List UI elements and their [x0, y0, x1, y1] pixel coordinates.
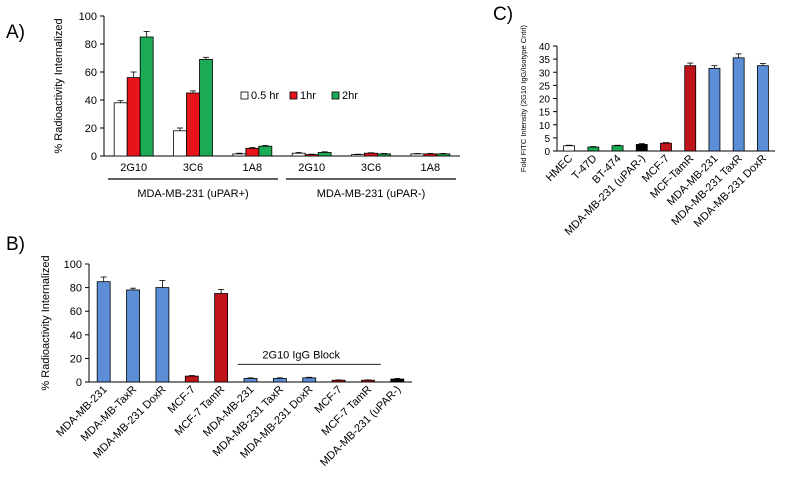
a-legend-label-2: 2hr — [342, 90, 358, 102]
c-bar-1 — [587, 146, 600, 152]
b-y-tick-label-1: 20 — [70, 353, 82, 365]
chart-b: 0 20 40 60 80 100 % Radioactivity Internalized… — [40, 255, 412, 469]
a-bar-4-2 — [377, 153, 391, 157]
a-bar-4-0 — [351, 154, 365, 157]
b-bar-1 — [126, 289, 140, 383]
b-x-tick-label-0: MDA-MB-231 — [54, 384, 110, 440]
c-y-tick-label-8: 40 — [539, 42, 551, 53]
a-y-tick-label-3: 60 — [85, 67, 97, 79]
a-y-axis-label: % Radioactivity Internalized — [53, 18, 65, 153]
a-x-tick-label-4: 3C6 — [361, 162, 381, 174]
c-bar-3 — [635, 144, 648, 152]
a-legend-swatch-1 — [289, 91, 298, 100]
b-bar-0 — [96, 281, 111, 383]
c-bar-6 — [708, 67, 721, 152]
c-bar-7 — [732, 57, 745, 152]
chart-a: 0 20 40 60 80 100 % Radioactivity Internalized… — [53, 11, 460, 200]
a-group-label-0: MDA-MB-231 (uPAR+) — [137, 188, 248, 200]
b-y-tick-label-4: 80 — [70, 283, 82, 295]
c-y-tick-label-3: 15 — [539, 108, 551, 119]
b-bar-2 — [155, 287, 170, 383]
chart-c: 0 5 10 15 20 25 30 35 40 Fold FITC Intensity (2G1… — [519, 24, 775, 238]
a-bar-3-1 — [304, 154, 319, 157]
b-block-label: 2G10 IgG Block — [262, 349, 340, 361]
a-bar-1-2 — [199, 59, 213, 157]
c-y-tick-label-0: 0 — [544, 147, 550, 158]
b-y-tick-label-2: 40 — [70, 330, 82, 342]
a-group-label-1: MDA-MB-231 (uPAR-) — [317, 188, 426, 200]
c-bar-8 — [756, 65, 769, 152]
b-bar-8 — [331, 379, 346, 383]
a-bar-1-1 — [186, 92, 200, 157]
b-y-axis-label: % Radioactivity Internalized — [40, 255, 52, 390]
panel-label-a: A) — [6, 22, 25, 43]
a-bar-0-1 — [126, 77, 141, 157]
a-y-tick-label-2: 40 — [85, 95, 97, 107]
a-bar-3-2 — [317, 152, 332, 157]
c-y-tick-label-1: 5 — [544, 134, 550, 145]
a-bar-4-1 — [364, 152, 378, 157]
a-legend-label-1: 1hr — [300, 90, 316, 102]
a-bar-2-0 — [232, 153, 247, 157]
a-legend-label-0: 0.5 hr — [251, 90, 279, 102]
a-bar-2-2 — [258, 145, 273, 157]
b-bar-9 — [361, 379, 375, 383]
b-y-tick-label-3: 60 — [70, 306, 82, 318]
c-y-tick-label-7: 35 — [539, 55, 551, 66]
c-bar-2 — [611, 145, 624, 152]
b-bar-10 — [390, 378, 405, 383]
a-bar-0-2 — [139, 36, 154, 157]
panel-label-c: C) — [493, 4, 513, 25]
a-bar-0-0 — [113, 102, 128, 157]
a-y-tick-label-1: 20 — [85, 123, 97, 135]
a-bar-5-0 — [410, 153, 425, 157]
a-y-tick-label-4: 80 — [85, 39, 97, 51]
a-y-tick-label-5: 100 — [79, 11, 97, 23]
c-y-tick-label-4: 20 — [539, 95, 551, 106]
a-x-tick-label-2: 1A8 — [243, 162, 263, 174]
b-bar-4 — [214, 293, 229, 383]
a-legend-swatch-0 — [240, 91, 249, 100]
a-x-tick-label-3: 2G10 — [298, 162, 325, 174]
c-y-tick-label-2: 10 — [539, 121, 551, 132]
c-y-axis-label: Fold FITC Intensity (2G10 IgG/Isotype Cn… — [519, 24, 528, 172]
a-legend-swatch-2 — [331, 91, 340, 100]
c-bar-4 — [660, 142, 672, 152]
a-bar-5-2 — [436, 153, 451, 157]
c-bar-5 — [684, 65, 697, 152]
panel-label-b: B) — [6, 234, 25, 255]
b-bar-7 — [302, 377, 317, 383]
a-y-tick-label-0: 0 — [91, 151, 97, 163]
c-y-tick-label-6: 30 — [539, 68, 551, 79]
a-x-tick-label-0: 2G10 — [120, 162, 147, 174]
a-bar-5-1 — [423, 153, 438, 157]
a-bar-1-0 — [173, 130, 187, 157]
b-bar-6 — [272, 378, 287, 383]
b-bar-5 — [243, 378, 258, 383]
b-y-tick-label-5: 100 — [64, 259, 82, 271]
a-x-tick-label-1: 3C6 — [183, 162, 203, 174]
b-y-tick-label-0: 0 — [76, 377, 82, 389]
b-bar-3 — [184, 375, 199, 383]
a-x-tick-label-5: 1A8 — [421, 162, 441, 174]
c-bar-0 — [563, 145, 576, 152]
a-bar-2-1 — [245, 147, 260, 157]
a-bar-3-0 — [291, 152, 306, 157]
c-y-tick-label-5: 25 — [539, 81, 551, 92]
